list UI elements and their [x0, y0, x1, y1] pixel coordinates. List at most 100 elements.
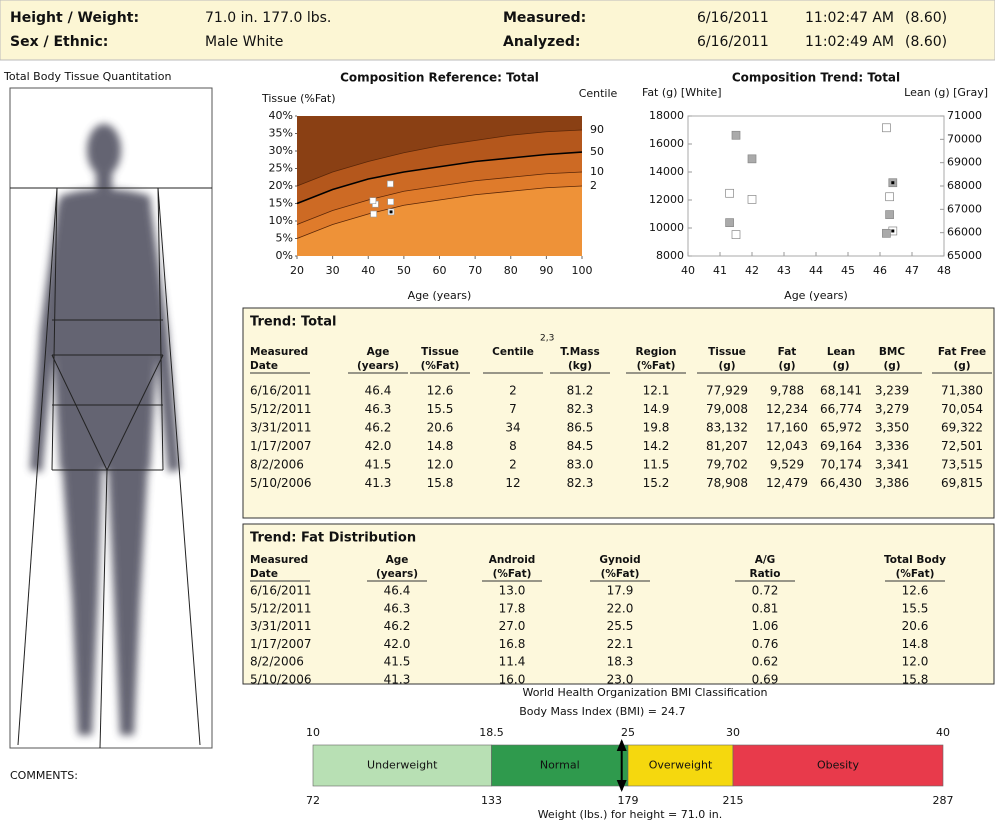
column-header: T.Mass	[560, 346, 600, 358]
y-tick-label: 20%	[269, 179, 293, 192]
data-point	[370, 210, 377, 218]
column-header: (g)	[832, 360, 849, 372]
column-header: (g)	[883, 360, 900, 372]
y2-tick-label: 71000	[947, 109, 982, 122]
centile-curve	[296, 171, 583, 225]
x-tick-label: 90	[539, 264, 553, 277]
table-cell: 15.2	[643, 476, 670, 490]
y-tick-label: 10%	[269, 214, 293, 227]
table-cell: 41.3	[384, 673, 411, 687]
bmi-title: World Health Organization BMI Classifica…	[522, 686, 767, 699]
column-header: Measured	[250, 346, 308, 358]
table-cell: 3/31/2011	[250, 619, 312, 633]
header-field: 6/16/2011	[697, 10, 769, 26]
y2-tick-label: 68000	[947, 179, 982, 192]
column-header: (%Fat)	[896, 568, 935, 580]
data-point	[725, 218, 734, 227]
table-cell: 46.2	[365, 421, 392, 435]
table-cell: 0.62	[752, 655, 779, 669]
table-cell: 22.0	[607, 601, 634, 615]
table-cell: 17.9	[607, 584, 634, 598]
table-cell: 16.0	[499, 673, 526, 687]
column-header: Age	[386, 554, 409, 566]
column-header: Age	[367, 346, 390, 358]
column-header: (years)	[357, 360, 399, 372]
table-cell: 3,279	[875, 402, 909, 416]
table-cell: 42.0	[384, 637, 411, 651]
column-header: (years)	[376, 568, 418, 580]
centile-curve	[296, 129, 583, 187]
data-point	[747, 195, 757, 204]
centile-band	[297, 186, 582, 256]
table-cell: 84.5	[567, 439, 594, 453]
centile-curve	[296, 151, 583, 205]
table-cell: 83.0	[567, 458, 594, 472]
table-cell: 12,479	[766, 476, 808, 490]
weight-tick-label: 179	[618, 794, 639, 807]
bmi-value: 24.7	[661, 705, 686, 718]
table-cell: 15.5	[902, 601, 929, 615]
table-cell: 16.8	[499, 637, 526, 651]
table-title: Trend: Total	[250, 315, 336, 330]
weight-label: Weight (lbs.) for height = 71.0 in.	[538, 808, 723, 821]
y-tick-label: 40%	[269, 109, 293, 122]
column-header: Ratio	[749, 568, 780, 580]
bmi-tick-label: 25	[621, 726, 635, 739]
column-header: Measured	[250, 554, 308, 566]
table-cell: 15.8	[902, 673, 929, 687]
table-cell: 1/17/2007	[250, 637, 312, 651]
header-band	[0, 0, 995, 61]
table-cell: 41.5	[384, 655, 411, 669]
comments-label: COMMENTS:	[10, 769, 78, 782]
data-point	[882, 228, 891, 238]
trend-fat-box	[242, 523, 995, 685]
table-cell: 20.6	[902, 619, 929, 633]
table-cell: 12,043	[766, 439, 808, 453]
x-tick-label: 43	[777, 264, 791, 277]
bmi-label: Body Mass Index (BMI) =	[519, 705, 657, 718]
column-header: (%Fat)	[421, 360, 460, 372]
centile-label: 10	[590, 165, 604, 178]
table-cell: 18.3	[607, 655, 634, 669]
table-cell: 1.06	[752, 619, 779, 633]
y2-axis-label: Lean (g) [Gray]	[904, 86, 988, 99]
current-dot	[389, 210, 393, 214]
x-tick-label: 100	[572, 264, 593, 277]
x-tick-label: 47	[905, 264, 919, 277]
data-point	[387, 180, 394, 188]
body-image	[9, 87, 213, 749]
centile-label: 2	[590, 179, 597, 192]
header-field: (8.60)	[905, 10, 947, 26]
table-cell: 81,207	[706, 439, 748, 453]
table-cell: 20.6	[427, 421, 454, 435]
x-tick-label: 41	[713, 264, 727, 277]
y2-tick-label: 69000	[947, 156, 982, 169]
y2-tick-label: 70000	[947, 132, 982, 145]
table-cell: 5/10/2006	[250, 476, 312, 490]
table-cell: 66,430	[820, 476, 862, 490]
y-tick-label: 0%	[276, 249, 293, 262]
table-cell: 15.8	[427, 476, 454, 490]
bmi-tick-label: 30	[726, 726, 740, 739]
column-header: Region	[635, 346, 676, 358]
table-cell: 70,174	[820, 458, 862, 472]
table-cell: 11.5	[643, 458, 670, 472]
x-tick-label: 40	[361, 264, 375, 277]
table-cell: 46.3	[365, 402, 392, 416]
column-header: (%Fat)	[637, 360, 676, 372]
bmi-tick-label: 18.5	[479, 726, 504, 739]
column-header: Fat	[778, 346, 797, 358]
column-header: A/G	[755, 554, 776, 566]
bmi-segment	[312, 744, 492, 787]
chart-title: Composition Reference: Total	[340, 71, 539, 85]
x-tick-label: 45	[841, 264, 855, 277]
table-cell: 3,350	[875, 421, 909, 435]
column-header: BMC	[879, 346, 905, 358]
centile-label: 90	[590, 123, 604, 136]
table-cell: 3,341	[875, 458, 909, 472]
x-tick-label: 48	[937, 264, 951, 277]
header-field: 6/16/2011	[697, 34, 769, 50]
bmi-segment	[732, 744, 944, 787]
column-header: Date	[250, 360, 278, 372]
